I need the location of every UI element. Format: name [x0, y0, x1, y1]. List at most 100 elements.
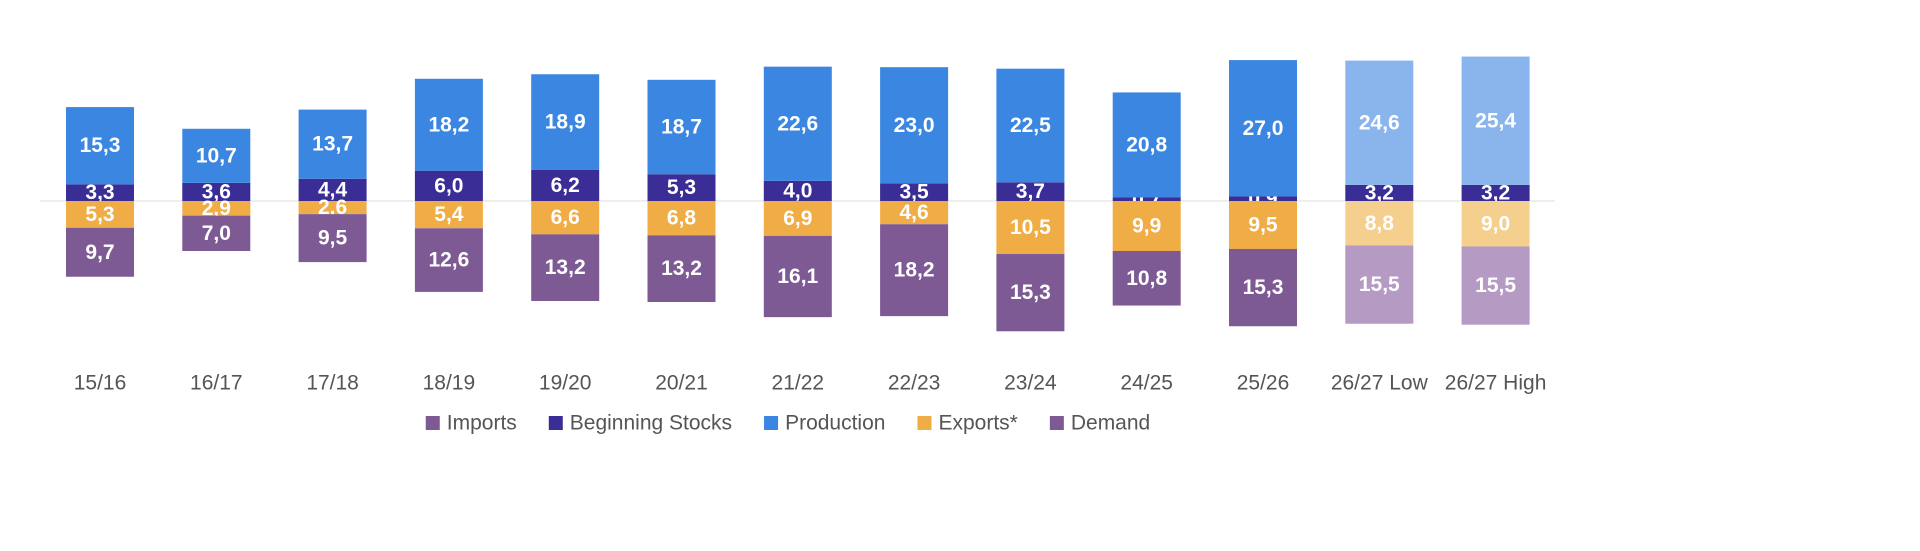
value-label: 2,9	[202, 197, 231, 220]
bar-segment	[763, 180, 832, 201]
x-tick-label: 20/21	[655, 372, 708, 395]
legend-label: Production	[785, 412, 885, 435]
bar-segment	[298, 201, 367, 215]
bar-segment	[414, 228, 483, 292]
value-label: 27,0	[1243, 117, 1284, 140]
value-label: 25,4	[1475, 109, 1516, 132]
legend-swatch	[917, 416, 932, 430]
value-label: 22,6	[777, 112, 818, 135]
bar-segment	[298, 178, 367, 201]
value-label: 18,2	[428, 113, 469, 136]
bar-segment	[66, 201, 134, 228]
value-label: 13,7	[312, 133, 353, 156]
value-label: 24,6	[1359, 111, 1400, 134]
value-label: 6,6	[551, 206, 580, 229]
value-label: 3,3	[85, 181, 114, 204]
legend-label: Imports	[447, 412, 517, 435]
value-label: 10,7	[196, 144, 237, 167]
bar-segment	[531, 234, 600, 301]
bar-segment	[1229, 196, 1297, 201]
bar-segment	[1112, 250, 1181, 306]
bar-segment	[1461, 246, 1530, 325]
x-tick-label: 19/20	[539, 372, 592, 395]
bar-segment	[1461, 56, 1530, 185]
x-tick-label: 15/16	[74, 372, 127, 395]
bar-segment	[66, 107, 134, 185]
bar-segment	[1112, 201, 1181, 251]
value-label: 6,8	[667, 207, 697, 230]
value-label: 15,3	[1010, 281, 1051, 304]
value-label: 10,8	[1126, 267, 1167, 290]
value-label: 13,2	[661, 257, 702, 280]
bar-segment	[298, 214, 367, 263]
bar-segment	[996, 201, 1065, 255]
value-label: 6,9	[783, 207, 812, 230]
bar-segment	[647, 201, 716, 236]
bar-segment	[531, 201, 600, 235]
bar-segment	[763, 235, 832, 318]
value-label: 23,0	[894, 114, 935, 137]
value-label: 3,6	[202, 180, 231, 203]
legend-label: Demand	[1071, 412, 1150, 435]
x-tick-label: 26/27 High	[1445, 372, 1547, 395]
bar-segment	[531, 74, 600, 170]
value-label: 13,2	[545, 256, 586, 279]
bar-segment	[647, 79, 716, 175]
x-tick-label: 22/23	[888, 372, 941, 395]
x-tick-label: 25/26	[1237, 372, 1290, 395]
value-label: 2,6	[318, 196, 347, 219]
value-label: 15,5	[1475, 274, 1516, 297]
legend-swatch	[425, 416, 440, 430]
value-label: 3,2	[1481, 181, 1510, 204]
bar-segment	[996, 254, 1065, 332]
legend-swatch	[1049, 416, 1064, 430]
bar-segment	[996, 182, 1065, 201]
bar-segment	[414, 170, 483, 201]
bar-segment	[996, 68, 1065, 183]
bar-segment	[647, 235, 716, 302]
value-label: 18,9	[545, 111, 586, 134]
bar-segment	[1229, 248, 1297, 327]
value-label: 3,2	[1365, 181, 1394, 204]
value-label: 9,7	[85, 241, 114, 264]
value-label: 15,3	[1243, 276, 1284, 299]
value-label: 6,0	[434, 174, 463, 197]
value-label: 4,4	[318, 178, 348, 201]
bar-segment	[763, 66, 832, 181]
value-label: 6,2	[551, 174, 580, 197]
bar-segment	[1345, 184, 1414, 201]
bar-segment	[763, 201, 832, 236]
value-label: 3,7	[1016, 180, 1045, 203]
x-tick-label: 21/22	[772, 372, 825, 395]
value-label: 4,6	[899, 201, 928, 224]
value-label: 8,8	[1365, 212, 1395, 235]
bar-segment	[1345, 245, 1414, 324]
value-label: 5,4	[434, 203, 464, 226]
bar-segment	[647, 174, 716, 201]
bar-segment	[1345, 201, 1414, 246]
bar-segment	[182, 215, 251, 251]
value-label: 7,0	[202, 222, 231, 245]
value-label: 15,3	[80, 134, 121, 157]
value-label: 22,5	[1010, 114, 1051, 137]
value-label: 18,7	[661, 116, 702, 139]
bar-segment	[182, 182, 251, 201]
bar-segment	[414, 78, 483, 171]
value-label: 10,5	[1010, 216, 1051, 239]
bar-segment	[66, 227, 134, 277]
value-label: 9,5	[318, 227, 348, 250]
bar-segment	[1461, 184, 1530, 201]
legend-label: Exports*	[938, 412, 1017, 435]
bar-segment	[182, 128, 251, 183]
bar-segment	[182, 201, 251, 216]
bar-segment	[880, 224, 949, 317]
legend-label: Beginning Stocks	[570, 412, 732, 435]
bar-segment	[414, 201, 483, 229]
bar-segment	[1229, 60, 1297, 197]
bar-segment	[531, 169, 600, 201]
bar-segment	[66, 184, 134, 201]
value-label: 12,6	[428, 249, 469, 272]
value-label: 9,0	[1481, 212, 1510, 235]
value-label: 4,0	[783, 179, 812, 202]
